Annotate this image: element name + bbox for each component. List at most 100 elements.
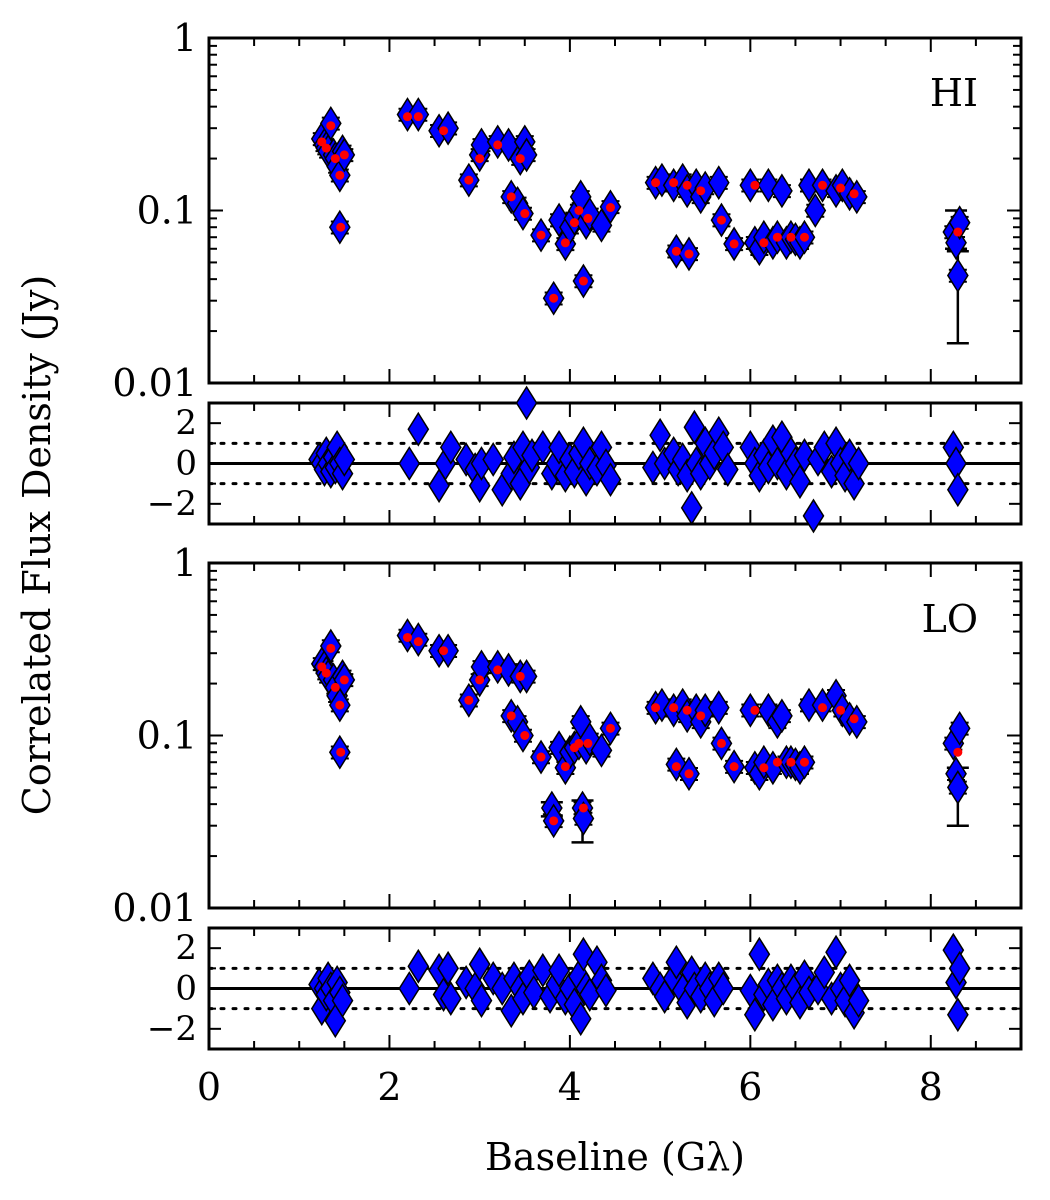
lo-res-residual-point: [569, 1001, 592, 1037]
lo-res-residual-point: [398, 971, 421, 1006]
lo-res-residual-point: [712, 971, 735, 1006]
hi-data-point: [946, 258, 969, 293]
lo-model-point: [515, 671, 525, 681]
lo-y-tick-label: 1: [173, 541, 197, 585]
data-points-layer: [308, 97, 971, 1039]
lo-model-point: [671, 762, 681, 772]
hi-data-point: [804, 193, 827, 228]
hi-y-tick-label: 0.01: [112, 361, 197, 405]
lo-model-point: [759, 763, 769, 773]
lo-model-point: [317, 662, 327, 672]
hi-res-residual-point: [946, 472, 969, 508]
hi-model-point: [336, 222, 346, 232]
lo-data-point: [437, 633, 459, 669]
x-tick-label: 4: [558, 1065, 582, 1109]
lo-model-point: [574, 738, 584, 748]
hi-model-point: [716, 215, 726, 225]
lo-model-point: [413, 637, 423, 647]
lo-data-point: [590, 732, 613, 768]
hi-res-residual-point: [683, 409, 706, 445]
hi-model-point: [669, 178, 679, 188]
hi-model-point: [569, 218, 579, 228]
hi-res-residual-point: [407, 411, 430, 447]
hi-model-point: [520, 209, 530, 219]
lo-model-point: [520, 731, 530, 740]
lo-res-residual-point: [531, 952, 554, 988]
hi-res-residual-point: [789, 464, 811, 500]
lo-res-y-tick-label: 2: [175, 928, 197, 968]
lo-model-point: [402, 632, 412, 642]
hi-data-point: [707, 165, 730, 201]
lo-model-point: [953, 747, 963, 757]
x-tick-label: 8: [919, 1065, 943, 1109]
lo-panel-label: LO: [922, 597, 978, 641]
lo-model-point: [339, 675, 349, 685]
hi-model-point: [506, 192, 516, 202]
lo-model-point: [772, 757, 782, 767]
lo-model-point: [786, 757, 796, 767]
hi-data-point: [739, 167, 762, 203]
hi-res-residual-point: [599, 462, 622, 498]
lo-res-residual-point: [548, 952, 570, 988]
hi-model-point: [671, 246, 681, 256]
hi-data-point: [771, 173, 793, 209]
lo-model-point: [321, 668, 331, 678]
lo-res-residual-point: [825, 934, 847, 970]
hi-model-point: [413, 112, 423, 122]
hi-model-point: [578, 276, 588, 286]
lo-model-point: [799, 757, 809, 767]
lo-res-residual-point: [439, 981, 462, 1016]
hi-model-point: [321, 143, 331, 153]
hi-model-point: [772, 232, 782, 242]
lo-res-residual-point: [470, 983, 493, 1019]
hi-data-point: [437, 110, 459, 146]
lo-data-point: [707, 690, 730, 726]
lo-data-point: [946, 770, 969, 805]
lo-res-residual-point: [407, 948, 430, 984]
hi-model-point: [836, 183, 846, 193]
hi-model-point: [464, 175, 474, 185]
lo-model-point: [716, 738, 726, 748]
hi-model-point: [326, 121, 336, 131]
lo-res-residual-point: [331, 983, 354, 1019]
hi-res-residual-point: [515, 385, 538, 421]
hi-model-point: [335, 170, 345, 180]
hi-panel-label: HI: [930, 71, 978, 115]
lo-data-point: [572, 801, 595, 836]
hi-model-point: [750, 180, 760, 190]
hi-y-tick-label: 0.1: [137, 189, 197, 233]
lo-res-residual-point: [946, 997, 969, 1033]
y-axis-title: Correlated Flux Density (Jy): [15, 275, 59, 816]
hi-res-residual-point: [531, 429, 554, 465]
x-tick-label: 6: [738, 1065, 762, 1109]
hi-res-residual-point: [649, 417, 671, 453]
hi-res-y-tick-label: −2: [147, 484, 197, 524]
hi-res-residual-point: [333, 442, 356, 477]
lo-model-point: [684, 769, 694, 779]
hi-model-point: [953, 227, 963, 237]
hi-model-point: [729, 239, 739, 249]
lo-model-point: [669, 703, 679, 713]
hi-model-point: [759, 238, 769, 248]
hi-res-residual-point: [398, 446, 421, 481]
lo-res-residual-point: [522, 975, 545, 1010]
lo-res-residual-point: [437, 950, 459, 986]
hi-model-point: [849, 189, 859, 199]
hi-model-point: [439, 126, 449, 136]
lo-model-point: [536, 752, 546, 762]
lo-res-residual-point: [743, 997, 766, 1033]
lo-model-point: [605, 723, 615, 733]
hi-model-point: [475, 154, 485, 164]
hi-res-residual-point: [716, 452, 739, 487]
hi-model-point: [339, 150, 349, 160]
lo-model-point: [849, 714, 859, 724]
lo-data-point: [739, 692, 762, 728]
lo-data-point: [515, 659, 538, 694]
ticks-layer: [208, 37, 1022, 1050]
lo-res-residual-point: [813, 954, 836, 990]
lo-res-y-tick-label: 0: [175, 969, 197, 1009]
lo-res-residual-point: [948, 950, 971, 986]
lo-model-point: [336, 747, 346, 757]
